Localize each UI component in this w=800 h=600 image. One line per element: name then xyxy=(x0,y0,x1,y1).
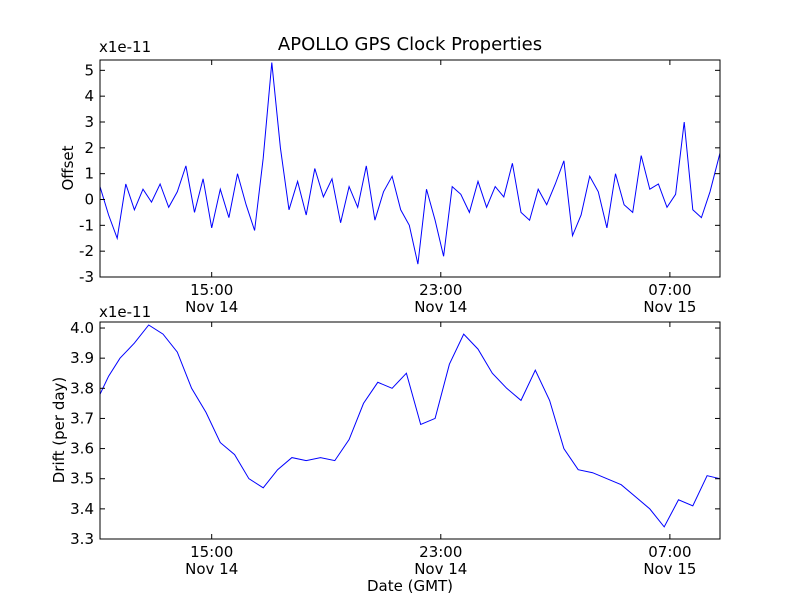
drift-ytick-label: 4.0 xyxy=(70,319,94,337)
offset-xtick-time: 15:00 xyxy=(190,281,233,299)
offset-y-axis-label: Offset xyxy=(59,145,77,190)
offset-xtick-date: Nov 15 xyxy=(643,298,696,316)
offset-series-line-0 xyxy=(99,62,721,265)
drift-xtick-time: 07:00 xyxy=(648,543,691,561)
drift-xtick-date: Nov 14 xyxy=(185,560,238,578)
offset-ytick-label: 2 xyxy=(84,139,94,157)
drift-xtick-time: 23:00 xyxy=(419,543,462,561)
offset-xtick-time: 07:00 xyxy=(648,281,691,299)
offset-ytick-label: -1 xyxy=(79,216,94,234)
drift-ytick-label: 3.5 xyxy=(70,470,94,488)
drift-ytick-label: 3.8 xyxy=(70,379,94,397)
offset-ytick-label: 1 xyxy=(84,165,94,183)
offset-axes-frame xyxy=(99,59,721,278)
offset-ytick-label: -2 xyxy=(79,242,94,260)
offset-xtick-date: Nov 14 xyxy=(414,298,467,316)
offset-multiplier: x1e-11 xyxy=(99,38,151,56)
drift-ytick-label: 3.7 xyxy=(70,409,94,427)
offset-xtick-date: Nov 14 xyxy=(185,298,238,316)
offset-ytick-label: -3 xyxy=(79,268,94,286)
drift-xtick-time: 15:00 xyxy=(190,543,233,561)
offset-xtick-time: 23:00 xyxy=(419,281,462,299)
offset-y-ticks: -3 -2 -1 0 1 2 3 4 5 xyxy=(79,61,720,286)
offset-plot-area xyxy=(99,62,721,265)
drift-multiplier: x1e-11 xyxy=(99,303,151,321)
drift-xtick-date: Nov 14 xyxy=(414,560,467,578)
drift-y-ticks: 3.3 3.4 3.5 3.6 3.7 3.8 3.9 4.0 xyxy=(70,319,720,548)
drift-plot-area xyxy=(99,324,721,528)
offset-ytick-label: 4 xyxy=(84,87,94,105)
offset-ytick-label: 0 xyxy=(84,191,94,209)
offset-ytick-label: 5 xyxy=(84,61,94,79)
drift-ytick-label: 3.4 xyxy=(70,500,94,518)
drift-ytick-label: 3.6 xyxy=(70,440,94,458)
drift-series-line-0 xyxy=(99,324,721,528)
offset-ytick-label: 3 xyxy=(84,113,94,131)
drift-ytick-label: 3.3 xyxy=(70,530,94,548)
x-axis-label: Date (GMT) xyxy=(367,577,453,595)
drift-ytick-label: 3.9 xyxy=(70,349,94,367)
drift-xtick-date: Nov 15 xyxy=(643,560,696,578)
drift-y-axis-label: Drift (per day) xyxy=(50,377,68,484)
chart-title: APOLLO GPS Clock Properties xyxy=(278,34,542,55)
drift-axes-frame xyxy=(99,321,721,540)
